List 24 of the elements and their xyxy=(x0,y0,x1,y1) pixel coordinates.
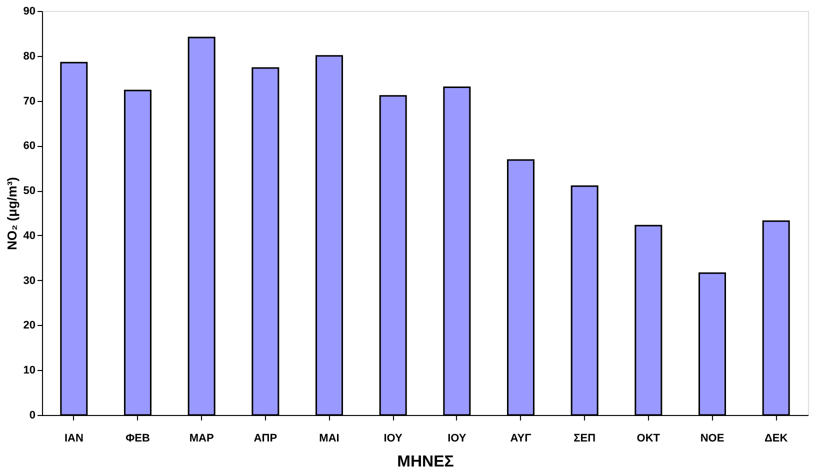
x-tick-label: ΑΠΡ xyxy=(254,432,278,444)
y-tick-label: 50 xyxy=(23,185,36,198)
x-tick-label: ΜΑΙ xyxy=(319,432,340,444)
x-tick-label: ΝΟΕ xyxy=(700,432,724,444)
x-tick-label: ΙΟΥ xyxy=(448,432,467,444)
y-tick-label: 70 xyxy=(23,95,36,108)
x-tick-label: ΦΕΒ xyxy=(126,432,150,444)
y-tick-label: 30 xyxy=(23,274,36,287)
y-tick-label: 0 xyxy=(29,410,36,422)
x-axis-title: ΜΗΝΕΣ xyxy=(397,454,454,470)
x-tick-label: ΙΟΥ xyxy=(384,432,404,444)
x-tick-label: ΟΚΤ xyxy=(636,432,660,444)
y-tick-label: 80 xyxy=(23,50,36,62)
x-tick-label: ΑΥΓ xyxy=(510,432,532,444)
x-tick-label: ΙΑΝ xyxy=(64,432,84,444)
x-tick-label: ΣΕΠ xyxy=(574,432,596,444)
y-tick-label: 90 xyxy=(23,6,36,18)
x-tick-label: ΔΕΚ xyxy=(764,432,788,444)
y-tick-label: 10 xyxy=(23,364,36,377)
y-tick-label: 20 xyxy=(23,320,36,332)
x-tick-label: ΜΑΡ xyxy=(189,432,214,444)
y-tick-label: 40 xyxy=(23,230,36,242)
y-tick-label: 60 xyxy=(23,140,36,152)
y-axis-title: NO₂ (μg/m³) xyxy=(4,177,20,250)
